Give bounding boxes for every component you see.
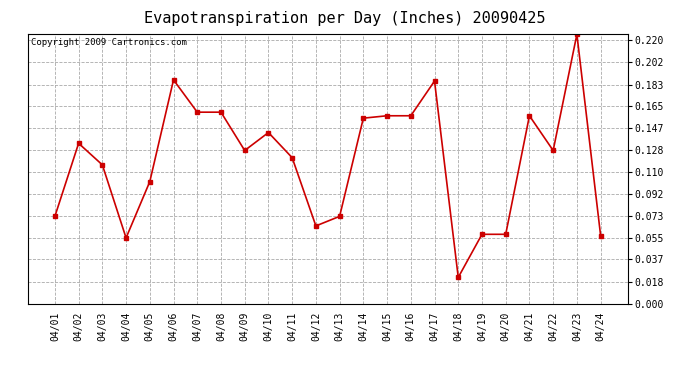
- Text: Copyright 2009 Cartronics.com: Copyright 2009 Cartronics.com: [30, 38, 186, 47]
- Text: Evapotranspiration per Day (Inches) 20090425: Evapotranspiration per Day (Inches) 2009…: [144, 11, 546, 26]
